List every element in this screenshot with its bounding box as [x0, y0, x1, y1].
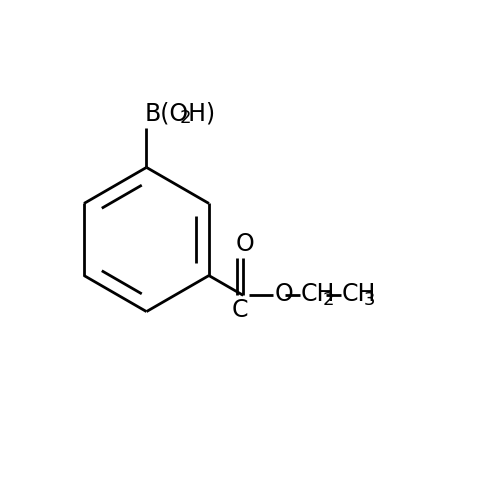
Text: CH: CH	[342, 282, 376, 306]
Text: 3: 3	[364, 291, 376, 309]
Text: O: O	[236, 232, 255, 256]
Text: 2: 2	[323, 291, 334, 309]
Text: C: C	[231, 298, 248, 322]
Text: CH: CH	[300, 282, 335, 306]
Text: B(OH): B(OH)	[144, 102, 215, 125]
Text: O: O	[274, 282, 293, 306]
Text: 2: 2	[180, 109, 192, 127]
